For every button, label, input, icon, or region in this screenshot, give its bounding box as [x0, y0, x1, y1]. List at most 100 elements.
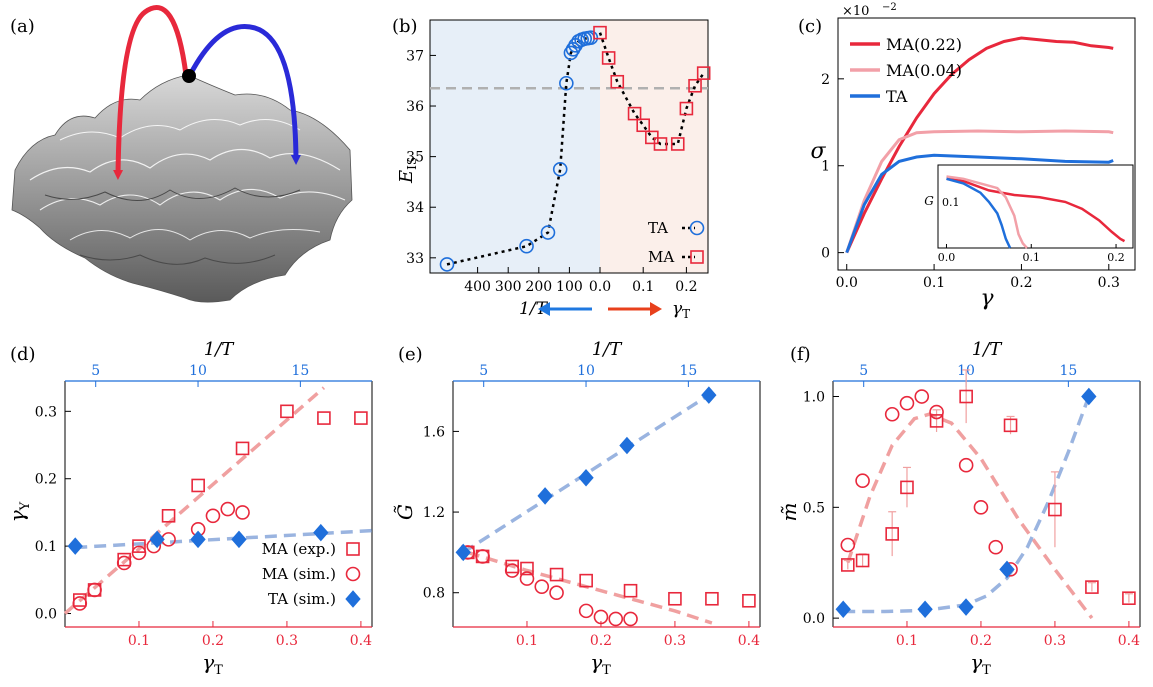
ma-sim-point [899, 395, 915, 411]
ma-point [610, 74, 625, 89]
x-tick-label: 0.2 [590, 633, 612, 649]
ma-point [679, 101, 694, 116]
top-tick-label: 10 [577, 363, 595, 379]
ma-exp-point [161, 508, 176, 523]
x-tick-label: 200 [525, 279, 552, 295]
right-arrow-head [650, 302, 662, 316]
ma-point [627, 106, 642, 121]
y-axis-label: G̃ [393, 504, 417, 520]
curve-ma-0-22- [845, 36, 1114, 254]
ta-sim-point [619, 436, 635, 455]
y-axis-label: m̃ [777, 503, 801, 522]
x-tick-label: 100 [556, 279, 583, 295]
legend-label: MA (sim.) [262, 565, 336, 583]
top-tick-label: 5 [91, 363, 100, 379]
x-tick-label: 0.4 [738, 633, 760, 649]
inset-frame [937, 164, 1134, 249]
ma-exp-point [235, 441, 250, 456]
ma-sim-point [593, 609, 609, 625]
y-tick-label: 34 [406, 200, 424, 216]
ma-exp-point [959, 389, 973, 404]
y-tick-label: 0 [821, 246, 830, 262]
ma-sim-point [519, 571, 535, 586]
y-tick-label: 2 [821, 72, 830, 88]
x-tick-label: 0.1 [923, 275, 945, 291]
ta-sim-point [835, 600, 851, 619]
ma-point [670, 137, 685, 151]
ma-sim-point [623, 611, 638, 627]
x-axis-label-right: γT [672, 299, 690, 321]
x-tick-label: 0.3 [664, 633, 686, 649]
x-axis-label-right-sub: T [682, 307, 690, 321]
ma-point [636, 118, 651, 133]
y-tick-label: 0.3 [35, 404, 57, 420]
ma-exp-point [929, 414, 944, 428]
x-axis-label-sub: T [982, 663, 991, 678]
x-tick-label: 0.1 [516, 633, 538, 649]
legend-ta-marker [689, 220, 705, 236]
ma-sim-point [116, 555, 132, 571]
panel-e: 0.1 0.2 0.3 0.4 5 10 15 0.8 1.2 1.6 1/T γT G̃ [393, 339, 761, 678]
ma-exp-point [705, 591, 719, 606]
inset-curve [946, 177, 1012, 249]
y-tick-label: 0.0 [35, 607, 57, 623]
ma-exp-point [1003, 418, 1018, 433]
x-axis-label-left: 1/T [519, 299, 549, 319]
y-axis-label: γY [5, 501, 33, 522]
ma-exp-point [317, 411, 331, 425]
panel-letter-e: (e) [398, 344, 423, 365]
ma-exp-point [132, 539, 146, 553]
ta-sim-point [1081, 387, 1097, 406]
ma-sim-point [855, 473, 870, 489]
ma-point [601, 51, 616, 65]
inset-curve [946, 175, 1028, 249]
top-axis-label: 1/T [204, 339, 236, 360]
y-axis-label: σ [810, 139, 826, 164]
ta-sim-point [578, 469, 594, 487]
top-tick-label: 5 [479, 363, 488, 379]
curve-ma-0-04- [845, 129, 1114, 254]
inset-x-tick-label: 0.1 [1023, 251, 1041, 264]
x-tick-label: 400 [464, 279, 491, 295]
scale-label: ×10 [842, 4, 869, 19]
x-tick-label: 0.3 [1098, 275, 1120, 291]
ta-sim-point [999, 560, 1015, 579]
inset-y-tick-label: 0.1 [942, 196, 960, 209]
ma-sim-point [72, 596, 88, 611]
legend-label: MA(0.22) [886, 35, 962, 54]
ta-point [439, 257, 455, 272]
ta-point [559, 75, 574, 91]
ma-point [696, 66, 711, 80]
ma-fit-line [63, 386, 326, 615]
ta-point [519, 238, 534, 254]
legend-ta-label: TA [648, 219, 668, 237]
x-axis-label-sub: T [602, 663, 611, 678]
x-tick-label: 0.1 [632, 279, 654, 295]
x-tick-label: 0.2 [675, 279, 697, 295]
ma-exp-point [1048, 502, 1062, 517]
ma-exp-point [855, 553, 870, 568]
ta-point [552, 161, 568, 177]
ma-sim-point [973, 500, 989, 515]
ma-sim-point [840, 537, 856, 553]
legend-marker [346, 542, 360, 556]
top-tick-label: 5 [859, 363, 868, 379]
landscape-ridge-4 [59, 119, 301, 141]
ma-sim-point [87, 582, 102, 598]
x-tick-label: 0.0 [589, 279, 611, 295]
y-axis-label-sub: Y [18, 501, 33, 511]
red-hop-arrow [113, 5, 189, 180]
y-tick-label: 35 [406, 150, 424, 166]
x-tick-label: 0.0 [836, 275, 858, 291]
ma-exp-point [668, 591, 682, 606]
ma-sim-point [578, 603, 594, 619]
ma-exp-point [1085, 580, 1099, 594]
ma-sim-point [220, 501, 236, 517]
x-tick-label: 0.2 [970, 633, 992, 649]
y-tick-label: 36 [406, 99, 424, 115]
x-tick-label: 0.3 [276, 633, 298, 649]
ma-exp-point [840, 558, 855, 572]
top-tick-label: 10 [189, 363, 207, 379]
x-axis-label: γ [980, 286, 994, 311]
